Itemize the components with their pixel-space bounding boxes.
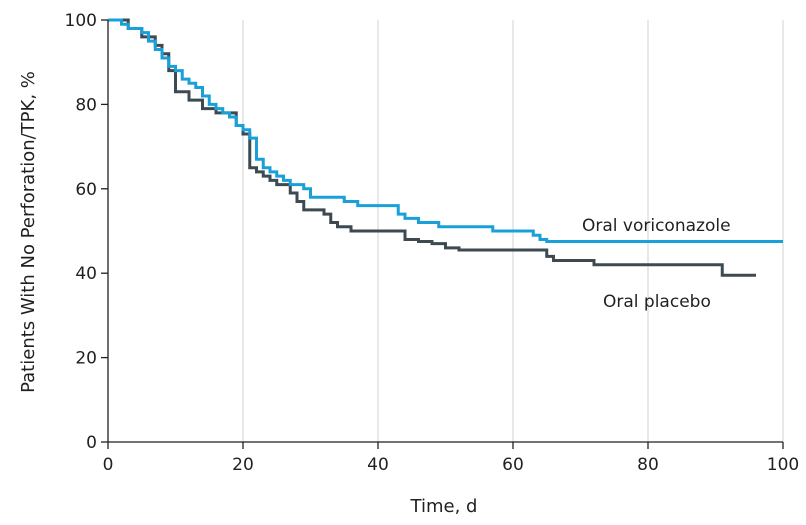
series-label-oral-voriconazole: Oral voriconazole bbox=[582, 216, 731, 236]
x-axis-title: Time, d bbox=[410, 496, 478, 517]
series-line-oral-voriconazole bbox=[108, 18, 783, 244]
labels: 0 20 40 60 80 100 0 20 40 60 80 100 bbox=[65, 11, 800, 475]
x-tick-label-20: 20 bbox=[232, 455, 254, 475]
x-tick-label-100: 100 bbox=[767, 455, 799, 475]
axes bbox=[101, 19, 784, 449]
series-label-oral-placebo: Oral placebo bbox=[603, 292, 711, 312]
y-tick-label-0: 0 bbox=[86, 433, 97, 453]
y-tick-label-20: 20 bbox=[75, 349, 97, 369]
y-tick-label-40: 40 bbox=[75, 264, 97, 284]
y-axis-title: Patients With No Perforation/TPK, % bbox=[18, 71, 39, 393]
x-tick-label-60: 60 bbox=[502, 455, 524, 475]
y-tick-label-100: 100 bbox=[65, 11, 97, 31]
x-tick-label-0: 0 bbox=[103, 455, 114, 475]
series-line-oral-placebo bbox=[108, 18, 756, 277]
curves bbox=[108, 18, 783, 277]
y-tick-label-60: 60 bbox=[75, 180, 97, 200]
x-tick-label-40: 40 bbox=[367, 455, 389, 475]
x-tick-label-80: 80 bbox=[637, 455, 659, 475]
y-tick-label-80: 80 bbox=[75, 95, 97, 115]
